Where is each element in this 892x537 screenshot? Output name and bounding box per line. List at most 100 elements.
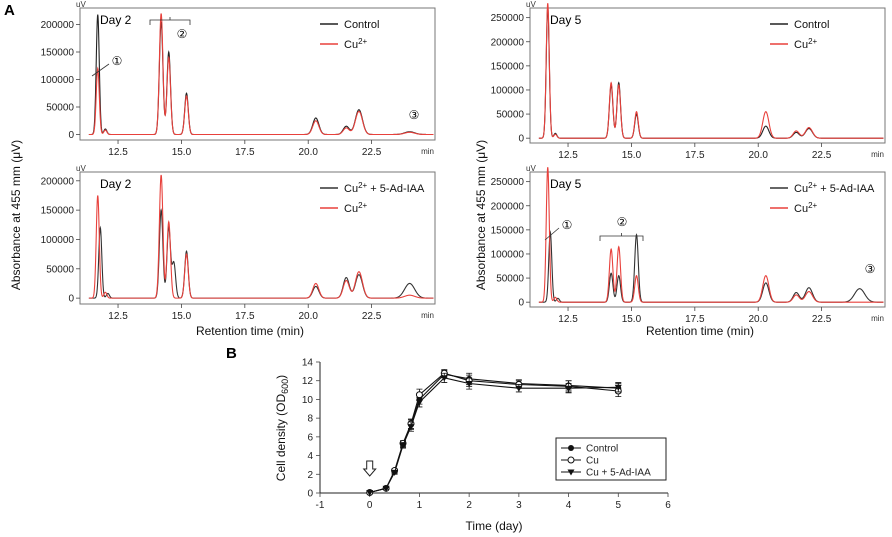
y-tick-label: 0 [68, 294, 74, 305]
data-point-cu-ad-iaa [407, 424, 415, 431]
y-tick-label: 200000 [491, 201, 525, 212]
x-tick-label: 12.5 [108, 311, 128, 322]
y-axis-label-right: Absorbance at 455 mm (μV) [474, 140, 488, 290]
x-unit-label: min [421, 311, 434, 320]
growth-x-axis-label: Time (day) [466, 519, 523, 533]
peak-1-leader [544, 227, 560, 241]
plot-frame [529, 171, 886, 308]
chromatogram-day2-control-cu: 0 50000 100000 150000 200000 12.5 15.0 17.5 20.0… [41, 0, 436, 158]
peak-label-3: ③ [409, 108, 420, 122]
y-tick-label: 150000 [491, 225, 525, 236]
x-tick-label: 12.5 [108, 147, 128, 158]
x-axis-label-right: Retention time (min) [646, 324, 754, 338]
peak-label-1: ① [562, 218, 573, 232]
series-line-second [88, 174, 434, 299]
legend-label: Cu2+ [344, 37, 368, 51]
x-tick-label: 3 [516, 500, 522, 511]
legend-label: Control [344, 19, 379, 31]
y-tick-label: 0 [307, 489, 313, 500]
ylabel-close: ) [274, 375, 288, 379]
legend-name: Cu [344, 203, 358, 215]
panel-title: Day 2 [100, 177, 132, 191]
chromatogram-day2-ad-iaa: 0 50000 100000 150000 200000 12.5 15.0 17.5 20.0… [41, 164, 436, 322]
y-unit-label: uV [526, 0, 536, 9]
legend-name: Control [344, 19, 379, 31]
x-tick-label: 17.5 [235, 311, 255, 322]
legend-name: Cu [344, 39, 358, 51]
y-tick-label: 12 [302, 376, 314, 387]
peak-label-2: ② [617, 215, 628, 229]
data-point-cu-ad-iaa [391, 469, 399, 476]
x-tick-label: 20.0 [298, 147, 318, 158]
growth-legend-label: Cu + 5-Ad-IAA [586, 468, 651, 479]
x-tick-label: 1 [417, 500, 423, 511]
y-tick-label: 0 [518, 298, 524, 309]
y-tick-label: 6 [307, 432, 313, 443]
legend-extra: + 5-Ad-IAA [367, 183, 425, 195]
series-line-second [88, 13, 434, 136]
data-point-cu-ad-iaa [565, 385, 573, 392]
inoculation-arrow-icon [362, 460, 377, 477]
legend-superscript: 2+ [358, 201, 367, 210]
legend-label: Cu2+ [794, 201, 818, 215]
data-point-cu-ad-iaa [366, 490, 374, 497]
x-tick-label: 15.0 [172, 147, 192, 158]
plot-frame [79, 171, 436, 305]
x-tick-label: 5 [616, 500, 622, 511]
legend-marker [567, 456, 575, 464]
x-unit-label: min [871, 150, 884, 159]
plot-frame [529, 7, 886, 144]
x-tick-label: 2 [466, 500, 472, 511]
y-unit-label: uV [76, 164, 86, 173]
x-unit-label: min [421, 147, 434, 156]
y-tick-label: 4 [307, 451, 313, 462]
legend-name: Cu [794, 203, 808, 215]
y-tick-label: 2 [307, 470, 313, 481]
x-tick-label: 22.5 [362, 311, 382, 322]
x-tick-label: 20.0 [748, 314, 768, 325]
data-point-cu-ad-iaa [515, 385, 523, 392]
y-tick-label: 150000 [491, 61, 525, 72]
panel-label-a: A [4, 2, 15, 19]
x-tick-label: 15.0 [172, 311, 192, 322]
ylabel-main: Cell density (OD [274, 394, 288, 482]
panel-label-b: B [226, 345, 237, 362]
legend-name: Cu [794, 39, 808, 51]
legend-superscript: 2+ [358, 37, 367, 46]
x-tick-label: 12.5 [558, 150, 578, 161]
y-tick-label: 100000 [41, 235, 75, 246]
y-unit-label: uV [526, 164, 536, 173]
data-point-cu-ad-iaa [399, 442, 407, 449]
peak-2-bracket [599, 233, 644, 241]
legend-superscript: 2+ [808, 201, 817, 210]
legend-extra: + 5-Ad-IAA [817, 183, 875, 195]
data-point-cu-ad-iaa [465, 381, 473, 388]
y-tick-label: 0 [68, 130, 74, 141]
chromatogram-day5-control-cu: 0 50000 100000 150000 200000 250000 12.5 15.0 17… [491, 0, 886, 161]
x-unit-label: min [871, 314, 884, 323]
x-tick-label: 12.5 [558, 314, 578, 325]
y-tick-label: 250000 [491, 177, 525, 188]
data-point-cu-ad-iaa [415, 399, 423, 406]
data-point-cu [415, 391, 423, 399]
x-tick-label: 22.5 [362, 147, 382, 158]
y-tick-label: 14 [302, 358, 314, 369]
legend-label: Cu2+ + 5-Ad-IAA [344, 181, 425, 195]
y-tick-label: 100000 [491, 85, 525, 96]
x-tick-label: 22.5 [812, 150, 832, 161]
legend-superscript: 2+ [358, 181, 367, 190]
x-tick-label: 6 [665, 500, 671, 511]
y-tick-label: 150000 [41, 206, 75, 217]
legend-name: Control [794, 19, 829, 31]
peak-label-1: ① [112, 54, 123, 68]
ylabel-sub: 600 [280, 379, 290, 394]
chromatogram-day5-ad-iaa: 0 50000 100000 150000 200000 250000 12.5 15.0 17… [491, 164, 886, 325]
y-tick-label: 250000 [491, 13, 525, 24]
y-tick-label: 0 [518, 134, 524, 145]
x-tick-label: -1 [316, 500, 325, 511]
legend-marker [568, 445, 574, 451]
legend-name: Cu [794, 183, 808, 195]
x-tick-label: 17.5 [685, 314, 705, 325]
legend-superscript: 2+ [808, 37, 817, 46]
